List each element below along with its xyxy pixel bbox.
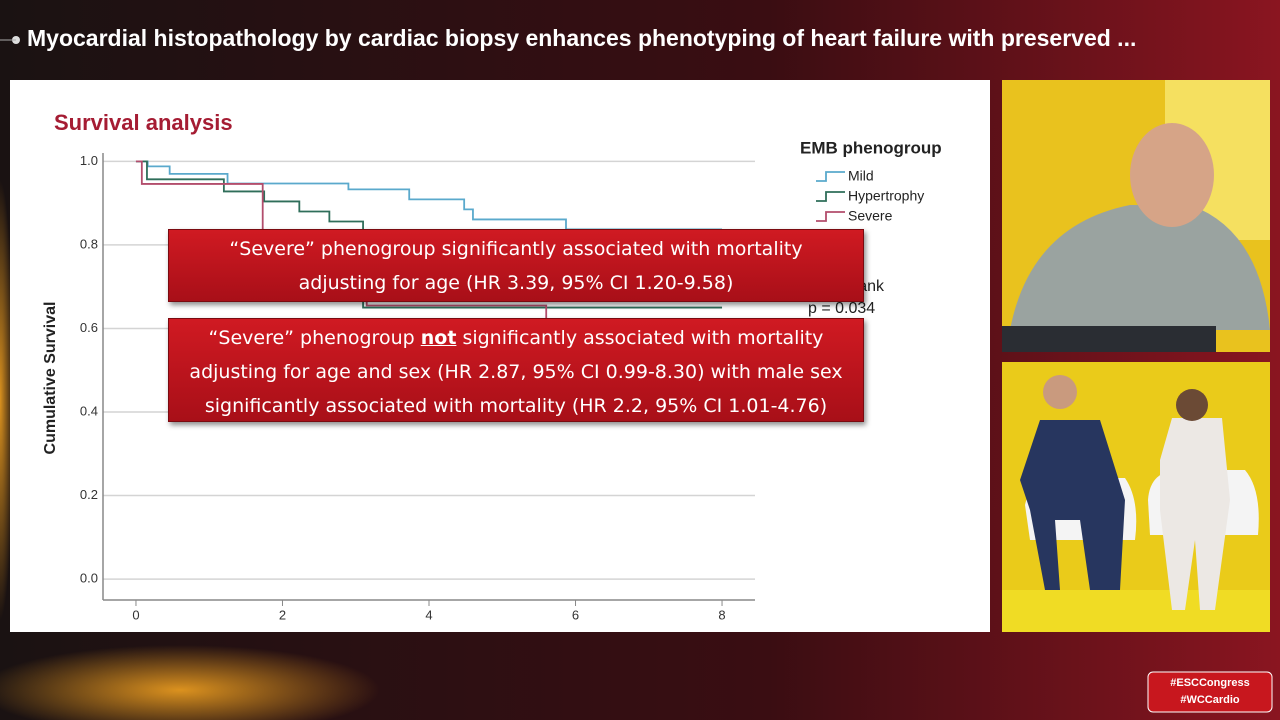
y-tick-label: 0.2 [80,487,98,502]
legend-swatch [816,211,845,222]
callout-emphasis: not [420,327,457,349]
callout-line: “Severe” phenogroup significantly associ… [229,238,803,260]
badge [1147,671,1273,713]
stage-floor [1002,590,1270,632]
survival-curve [135,160,723,309]
legend-label: Mild [848,168,874,184]
legend-swatch [816,171,845,182]
callout-line: significantly associated with mortality … [204,395,828,417]
legend-title: EMB phenogroup [800,138,942,157]
decoration [0,645,380,720]
panelist [1160,418,1230,610]
x-tick-label: 4 [425,607,432,622]
y-axis-label: Cumulative Survival [42,302,59,455]
callout-line: adjusting for age (HR 3.39, 95% CI 1.20-… [298,272,734,294]
callout-line: “Severe” phenogroup not significantly as… [169,321,863,355]
panelist-head [1176,389,1208,421]
y-tick-label: 0.4 [80,403,98,418]
legend-label: Hypertrophy [848,188,924,204]
callout-line: adjusting for age and sex (HR 2.87, 95% … [189,361,843,383]
hashtag: #ESCCongress [1170,677,1249,689]
panelist [1020,420,1125,590]
callout-text: significantly associated with mortality [456,327,824,349]
lectern [1002,326,1216,352]
callout-text: “Severe” phenogroup [208,327,421,349]
y-tick-label: 0.8 [80,236,98,251]
slide-title: Survival analysis [54,110,233,135]
x-tick-label: 2 [279,607,286,622]
x-tick-label: 8 [718,607,725,622]
speaker [1010,205,1270,330]
panelist-head [1043,375,1077,409]
x-tick-label: 6 [572,607,579,622]
callout: “Severe” phenogroup not significantly as… [168,318,864,422]
x-tick-label: 0 [132,607,139,622]
annotation: p = 0.034 [808,300,875,317]
speaker-head [1130,123,1214,227]
hashtag: #WCCardio [1180,694,1240,706]
y-tick-label: 1.0 [80,153,98,168]
legend-swatch [816,191,845,202]
y-tick-label: 0.6 [80,320,98,335]
header-title: Myocardial histopathology by cardiac bio… [27,25,1136,51]
y-tick-label: 0.0 [80,571,98,586]
survival-curve [135,160,723,231]
legend-label: Severe [848,208,893,224]
callout: “Severe” phenogroup significantly associ… [168,229,864,302]
